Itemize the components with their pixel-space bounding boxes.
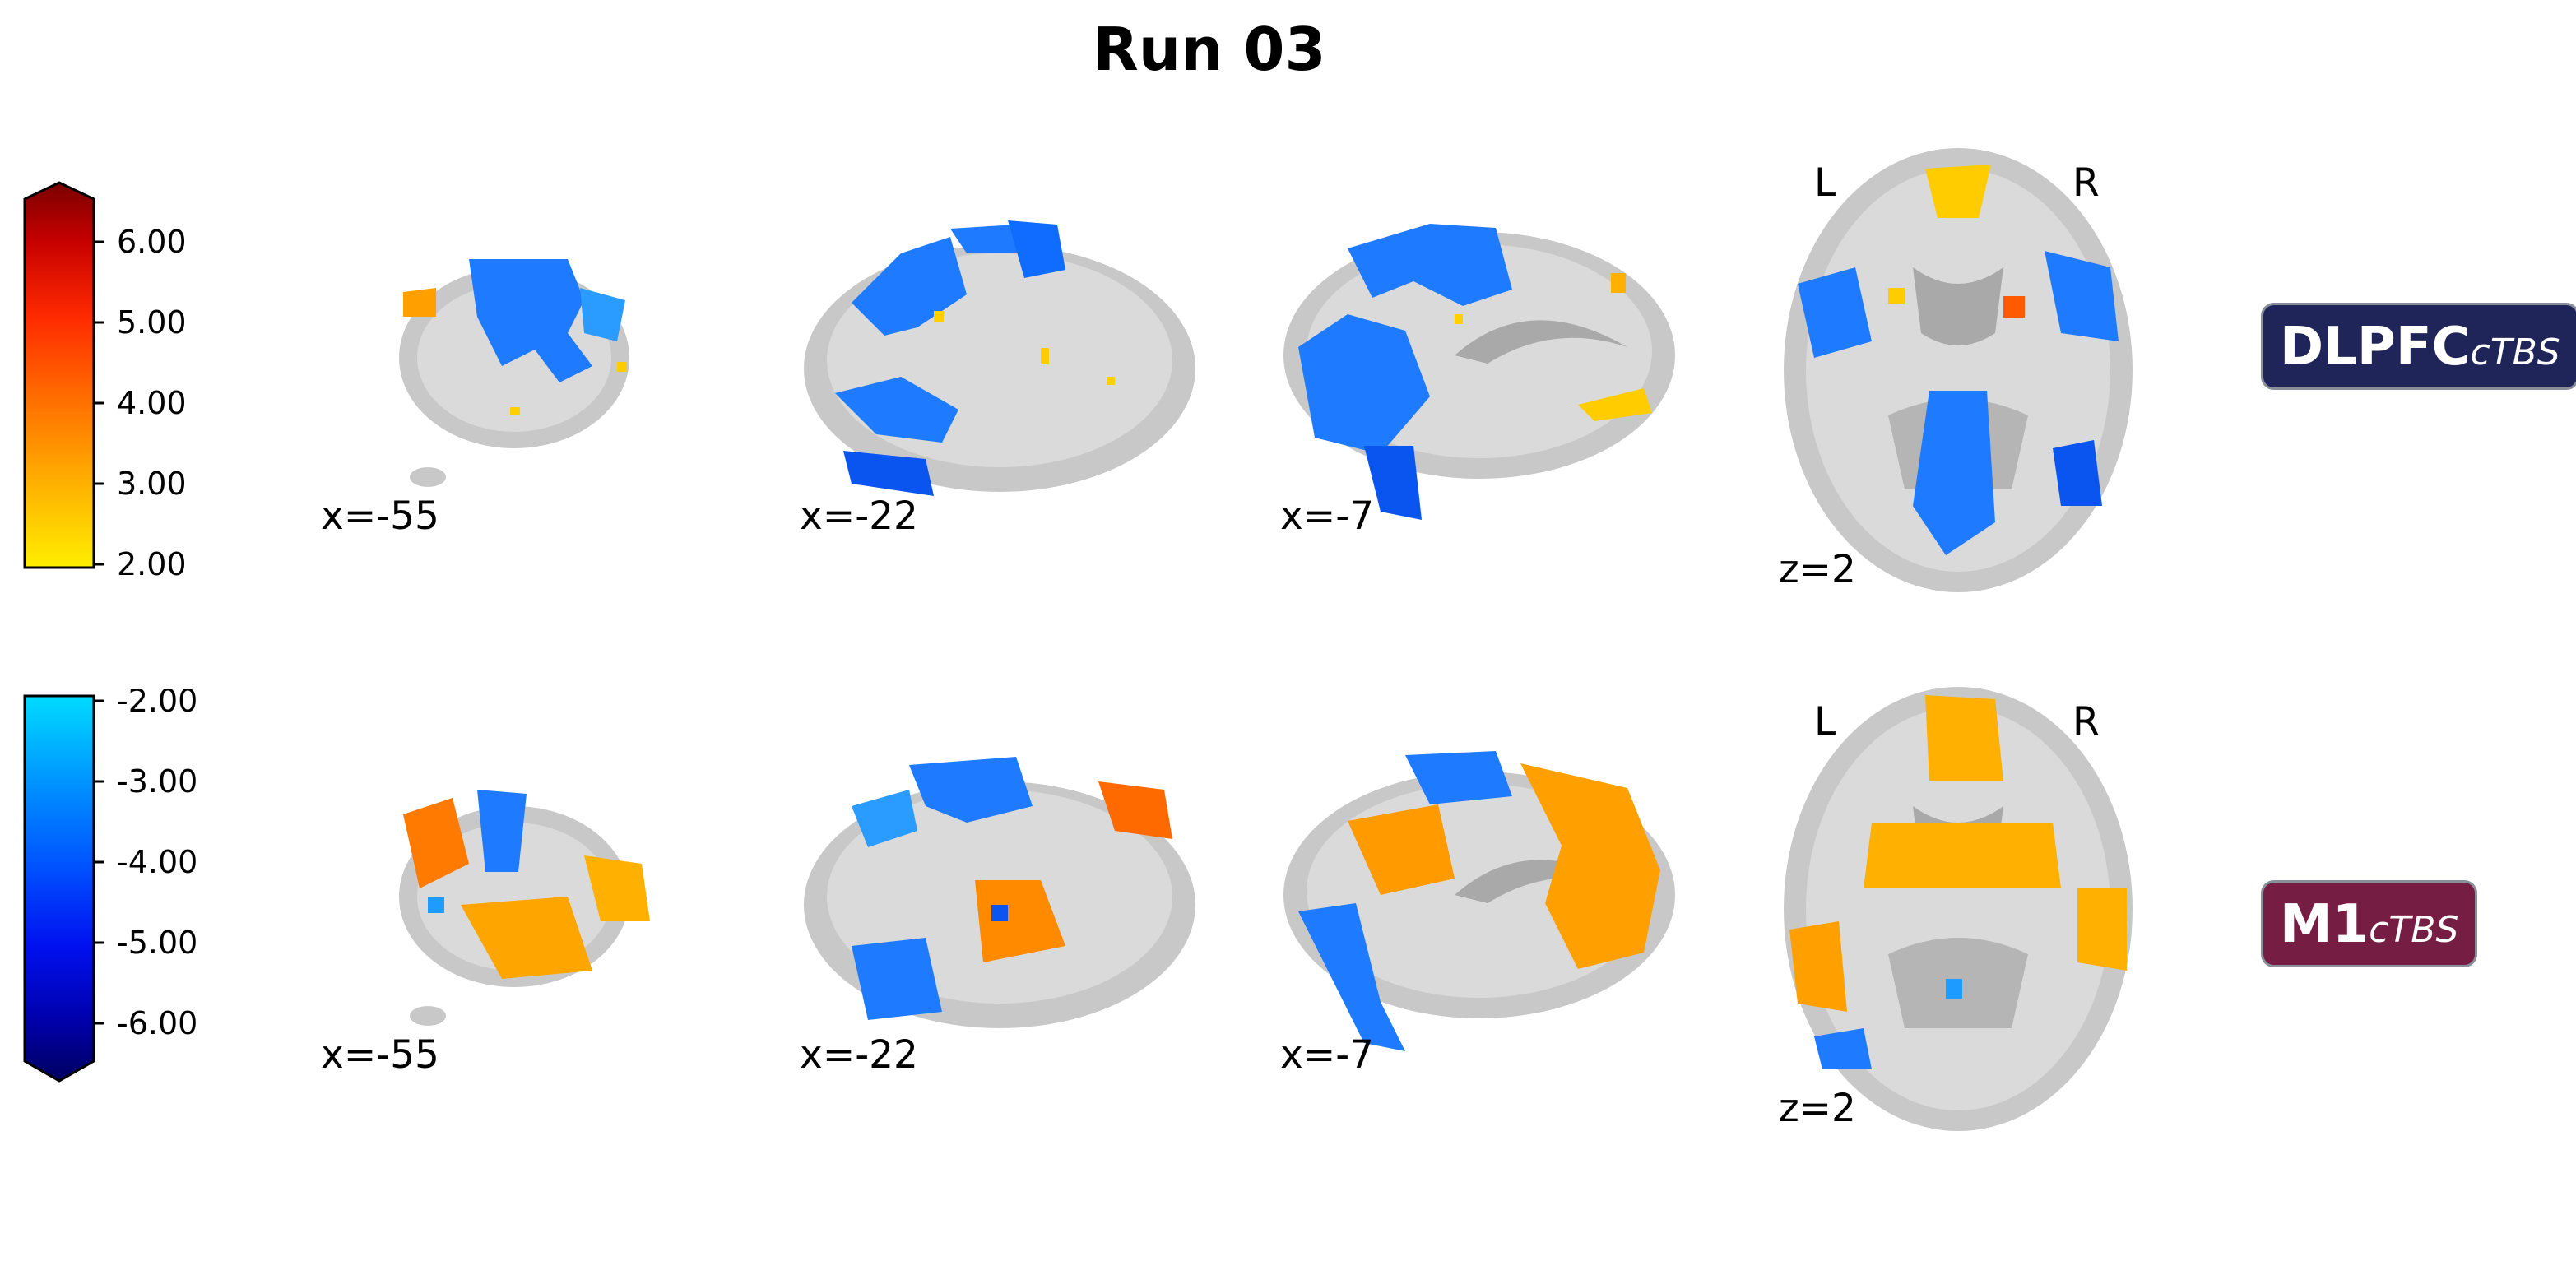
colorbar-positive: 6.00 5.00 4.00 3.00 2.00 [23,181,187,576]
brain-slice-row1-x-22 [804,220,1195,496]
slice-coord: z=2 [1779,1086,1856,1131]
slice-coord: x=-22 [800,1032,918,1078]
right-marker: R [2072,699,2100,744]
brain-slice-row2-z2 [1784,687,2133,1131]
slice-coord: x=-55 [321,1032,439,1078]
colorbar-neg-tick: -6.00 [117,1005,197,1041]
colorbar-neg-tick: -4.00 [117,844,197,880]
right-marker: R [2072,160,2100,206]
slice-coord: z=2 [1779,547,1856,592]
colorbar-pos-tick: 4.00 [117,385,187,421]
colorbar-pos-tick: 3.00 [117,466,187,502]
colorbar-positive-ticks: 6.00 5.00 4.00 3.00 2.00 [94,224,187,576]
left-marker: L [1814,160,1836,206]
colorbar-pos-tick: 5.00 [117,304,187,341]
condition-label-sub: cTBS [2369,909,2459,951]
brain-slice-row1-x-55 [399,259,629,487]
condition-label-m1: M1cTBS [2261,880,2478,967]
colorbar-negative: -2.00 -3.00 -4.00 -5.00 -6.00 [23,689,197,1083]
colorbar-neg-tick: -3.00 [117,763,197,800]
brain-slice-row1-z2 [1784,148,2133,592]
slice-coord: x=-7 [1280,494,1375,539]
colorbar-neg-tick: -5.00 [117,925,197,961]
slice-coord: x=-7 [1280,1032,1375,1078]
slice-coord: x=-55 [321,494,439,539]
left-marker: L [1814,699,1836,744]
brain-slice-row2-x-7 [1283,751,1675,1051]
slice-coord: x=-22 [800,494,918,539]
brain-slice-row2-x-22 [804,757,1195,1028]
figure-title: Run 03 [1093,15,1326,84]
condition-label-main: DLPFC [2280,317,2471,378]
condition-label-main: M1 [2280,894,2369,955]
condition-label-dlpfc: DLPFCcTBS [2261,303,2576,390]
condition-label-sub: cTBS [2470,331,2560,373]
brain-slice-row1-x-7 [1283,224,1675,520]
colorbar-negative-ticks: -2.00 -3.00 -4.00 -5.00 -6.00 [94,689,197,1041]
brain-slice-row2-x-55 [399,790,650,1026]
colorbar-neg-tick: -2.00 [117,689,197,719]
colorbar-pos-tick: 2.00 [117,546,187,576]
colorbar-pos-tick: 6.00 [117,224,187,260]
